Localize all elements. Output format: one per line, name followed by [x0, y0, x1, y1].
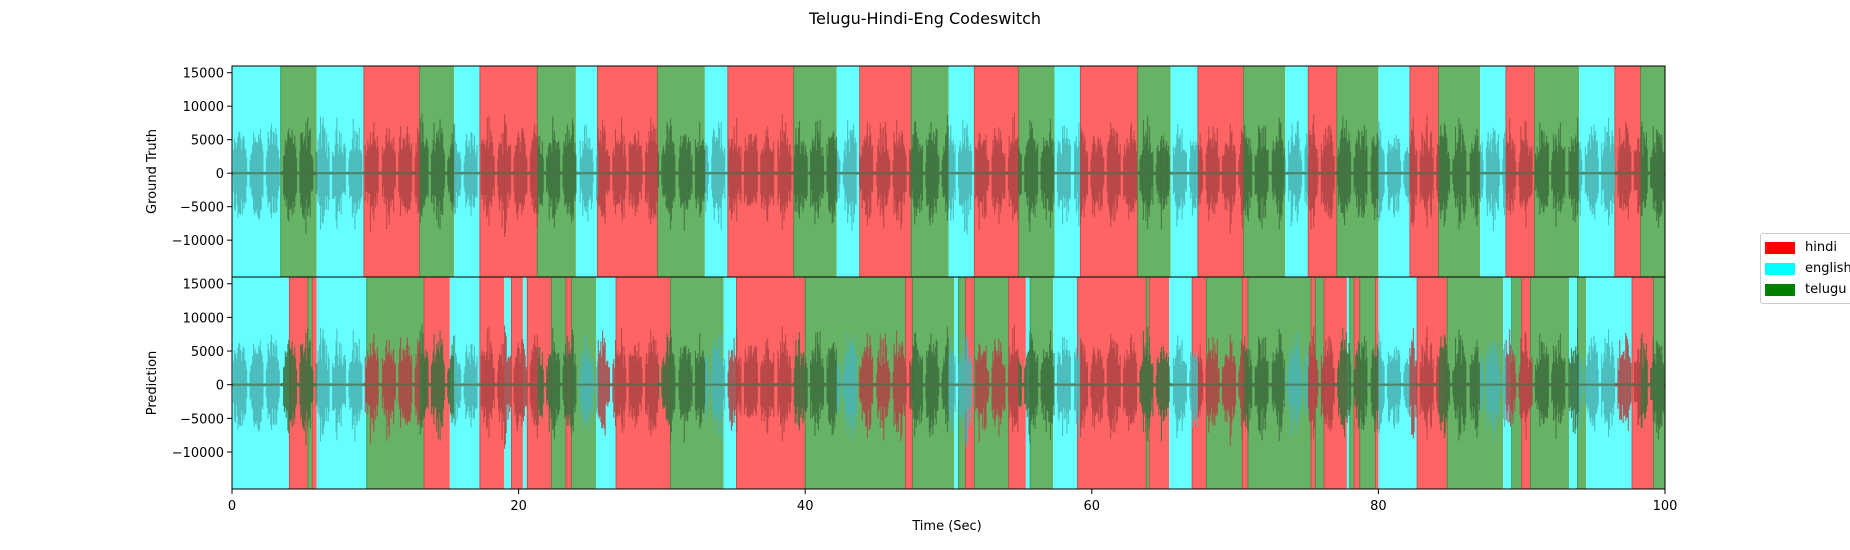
- audio-waveform: [231, 112, 1665, 237]
- x-tick-label: 20: [510, 499, 527, 514]
- prediction-ylabel: Prediction: [145, 351, 160, 416]
- legend-swatch-english: [1765, 262, 1795, 275]
- x-axis: 0 20 40 60 80 100: [228, 489, 1678, 514]
- legend-item-english: english: [1761, 258, 1850, 279]
- y-tick-label: 5000: [191, 345, 224, 360]
- y-tick-label: −5000: [180, 412, 224, 427]
- x-tick-label: 0: [228, 499, 236, 514]
- legend-label-telugu: telugu: [1805, 282, 1847, 297]
- legend-item-telugu: telugu: [1761, 279, 1850, 300]
- segment-english: [954, 277, 959, 489]
- segment-hindi: [289, 277, 308, 489]
- legend-label-english: english: [1805, 261, 1850, 276]
- legend-swatch-telugu: [1765, 283, 1795, 296]
- y-tick-label: −5000: [180, 201, 224, 216]
- ground-truth-panel: 15000 10000 5000 0 −5000 −10000: [172, 65, 1666, 278]
- legend-swatch-hindi: [1765, 241, 1795, 254]
- y-tick-label: −10000: [172, 234, 224, 249]
- segment-hindi: [312, 277, 317, 489]
- x-tick-label: 40: [797, 499, 814, 514]
- y-tick-label: 5000: [191, 134, 224, 149]
- y-tick-label: 15000: [183, 278, 224, 293]
- y-tick-label: −10000: [172, 446, 224, 461]
- x-tick-label: 60: [1084, 499, 1101, 514]
- y-tick-label: 10000: [183, 311, 224, 326]
- axes-frame: [231, 276, 1666, 490]
- x-tick-label: 100: [1653, 499, 1678, 514]
- chart-title: Telugu-Hindi-Eng Codeswitch: [808, 9, 1041, 28]
- legend-item-hindi: hindi: [1761, 237, 1850, 258]
- ground-truth-ylabel: Ground Truth: [145, 129, 160, 214]
- y-tick-label: 15000: [183, 67, 224, 82]
- y-tick-label: 0: [216, 379, 224, 394]
- y-tick-label: 10000: [183, 100, 224, 115]
- segment-telugu: [1349, 277, 1355, 489]
- x-axis-label: Time (Sec): [911, 519, 982, 534]
- x-tick-label: 80: [1370, 499, 1387, 514]
- audio-waveform: [231, 324, 1665, 449]
- segment-hindi: [1197, 66, 1244, 277]
- y-tick-label: 0: [216, 167, 224, 182]
- legend: hindi english telugu: [1760, 233, 1850, 304]
- legend-label-hindi: hindi: [1805, 240, 1837, 255]
- segment-telugu: [1359, 277, 1376, 489]
- prediction-panel: 15000 10000 5000 0 −5000 −10000: [172, 276, 1666, 490]
